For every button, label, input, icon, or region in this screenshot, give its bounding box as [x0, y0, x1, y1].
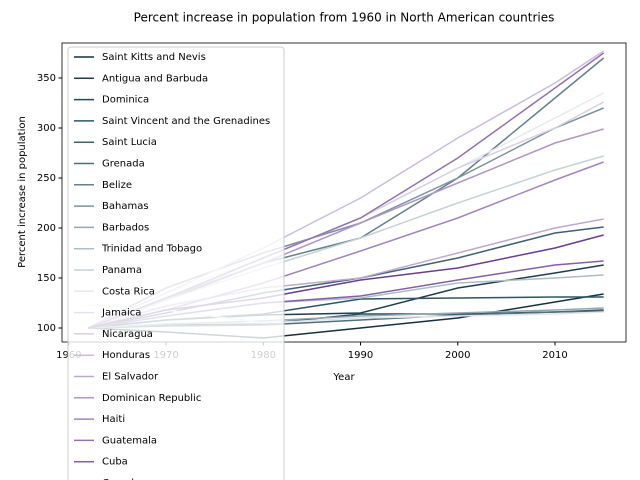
- legend-box: [67, 46, 285, 480]
- legend-label: Grenada: [102, 159, 145, 170]
- y-tick-label: 150: [37, 273, 56, 284]
- x-tick-label: 2010: [542, 350, 567, 361]
- y-tick-label: 100: [37, 323, 56, 334]
- legend-label: Saint Vincent and the Grenadines: [102, 116, 270, 127]
- legend-label: Costa Rica: [102, 286, 155, 297]
- legend-label: Antigua and Barbuda: [102, 73, 208, 84]
- x-tick-label: 2000: [445, 350, 470, 361]
- legend-label: Jamaica: [101, 308, 141, 319]
- legend: Saint Kitts and Nevis Antigua and Barbuda…: [67, 46, 285, 480]
- plot-frame: [61, 42, 627, 343]
- y-tick-label: 200: [37, 223, 56, 234]
- legend-label: Dominican Republic: [102, 393, 201, 404]
- legend-label: Belize: [102, 180, 132, 191]
- y-tick-label: 250: [37, 173, 56, 184]
- chart-title: Percent increase in population from 1960…: [134, 11, 555, 25]
- legend-label: Cuba: [102, 457, 128, 468]
- legend-label: Bahamas: [102, 201, 149, 212]
- legend-label: Panama: [102, 265, 142, 276]
- legend-label: Saint Kitts and Nevis: [102, 52, 206, 63]
- x-tick-label: 1990: [348, 350, 373, 361]
- legend-label: Saint Lucia: [102, 137, 157, 148]
- y-axis-label: Percent increase in population: [17, 116, 28, 268]
- y-tick-label: 350: [37, 73, 56, 84]
- legend-label: Honduras: [102, 350, 150, 361]
- legend-label: Dominica: [102, 95, 149, 106]
- y-tick-label: 300: [37, 123, 56, 134]
- legend-label: Barbados: [102, 222, 149, 233]
- legend-label: Haiti: [102, 414, 125, 425]
- legend-label: El Salvador: [102, 372, 159, 383]
- x-axis-label: Year: [332, 372, 355, 383]
- legend-label: Trinidad and Tobago: [101, 244, 202, 255]
- legend-label: Guatemala: [102, 435, 157, 446]
- legend-label: Nicaragua: [102, 329, 153, 340]
- legend-label: Canada: [102, 478, 140, 480]
